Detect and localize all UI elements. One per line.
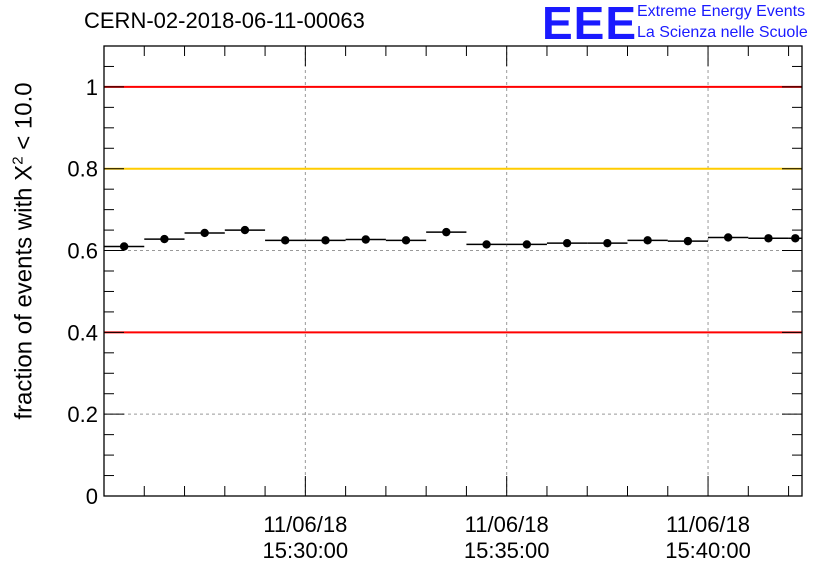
y-tick-labels: 0 0.2 0.4 0.6 0.8 1: [67, 75, 98, 509]
y-tick-label: 0.6: [67, 239, 98, 264]
data-point: [160, 234, 169, 244]
y-axis-label-tail: < 10.0: [10, 82, 38, 157]
data-point: [522, 240, 532, 249]
axis-ticks: [104, 45, 802, 497]
data-point: [603, 238, 612, 248]
logo-text-line1: Extreme Energy Events: [637, 3, 806, 20]
data-point: [401, 236, 411, 245]
data-point: [281, 236, 290, 245]
data-point: [119, 242, 129, 251]
data-point: [482, 240, 491, 249]
x-tick-label-date: 11/06/18: [263, 512, 347, 537]
y-tick-label: 0.8: [67, 157, 98, 182]
data-point: [791, 234, 800, 243]
data-point: [683, 236, 693, 246]
data-point: [764, 234, 773, 243]
chart-title: CERN-02-2018-06-11-00063: [84, 8, 365, 33]
data-point: [361, 235, 370, 244]
y-axis-label: fraction of events with X2 < 10.0: [10, 82, 39, 419]
data-point: [240, 225, 250, 235]
x-tick-label-time: 15:30:00: [263, 538, 349, 563]
data-point: [442, 227, 451, 237]
y-axis-label-main: fraction of events with X: [10, 164, 38, 420]
eee-logo: EEE: [542, 0, 638, 49]
y-tick-label: 0.4: [67, 320, 98, 345]
grid-lines: [104, 46, 802, 496]
reference-lines: [104, 85, 802, 334]
x-tick-label-time: 15:35:00: [464, 538, 550, 563]
y-tick-label: 0.2: [67, 402, 98, 427]
data-point: [723, 233, 733, 242]
y-axis-label-exponent: 2: [9, 156, 27, 165]
y-tick-label: 1: [86, 75, 98, 100]
y-tick-label: 0: [86, 484, 98, 509]
x-tick-label-time: 15:40:00: [665, 538, 751, 563]
x-tick-label-date: 11/06/18: [666, 512, 750, 537]
x-tick-label-date: 11/06/18: [465, 512, 549, 537]
logo-text-line2: La Scienza nelle Scuole: [637, 24, 808, 41]
data-point: [200, 228, 209, 238]
data-points: [104, 225, 802, 251]
data-point: [321, 236, 330, 245]
data-point: [562, 238, 572, 248]
plot-frame: [103, 45, 803, 497]
x-tick-labels: 11/06/1815:30:0011/06/1815:35:0011/06/18…: [263, 512, 751, 563]
y-axis-label-wrap: fraction of events with X2 < 10.0: [4, 46, 44, 456]
data-point: [643, 236, 652, 245]
